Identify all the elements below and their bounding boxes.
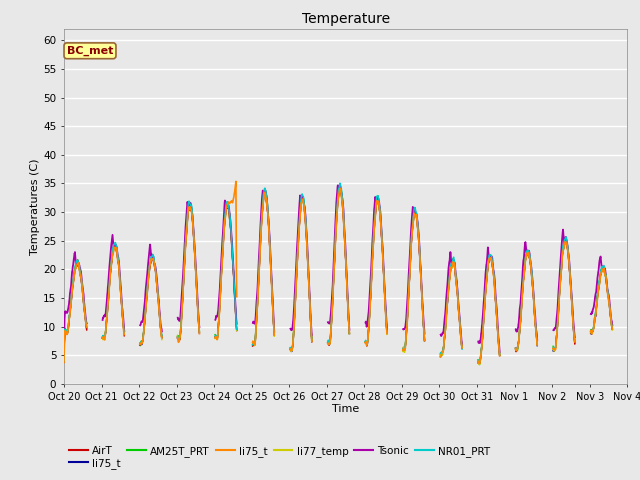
Text: BC_met: BC_met	[67, 46, 113, 56]
Title: Temperature: Temperature	[301, 12, 390, 26]
X-axis label: Time: Time	[332, 405, 359, 414]
Y-axis label: Temperatures (C): Temperatures (C)	[30, 158, 40, 255]
Legend: AirT, li75_t, AM25T_PRT, li75_t, li77_temp, Tsonic, NR01_PRT: AirT, li75_t, AM25T_PRT, li75_t, li77_te…	[69, 446, 490, 469]
